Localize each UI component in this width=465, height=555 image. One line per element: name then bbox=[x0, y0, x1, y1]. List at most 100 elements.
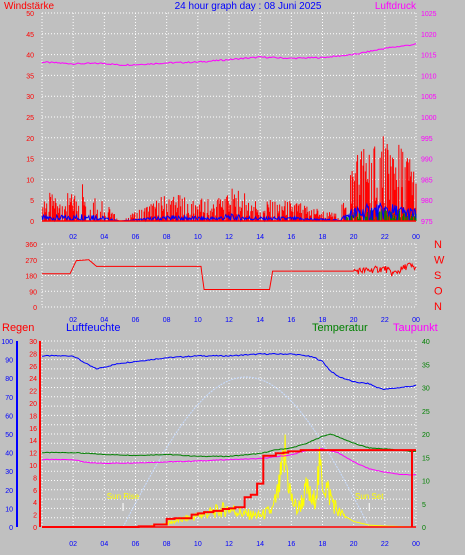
direction-degree-tick: 270 bbox=[25, 258, 37, 265]
pressure-tick: 975 bbox=[421, 219, 433, 226]
wind-tick: 20 bbox=[26, 136, 34, 143]
pressure-line bbox=[41, 43, 417, 67]
wind-tick: 30 bbox=[26, 94, 34, 101]
direction-degree-ticks: 0 90 180 270 360 bbox=[25, 242, 37, 312]
humidity-tick: 20 bbox=[5, 488, 13, 495]
time-tick: 22 bbox=[381, 317, 389, 324]
rain-tick: 26 bbox=[29, 364, 37, 371]
legend-rain: Regen bbox=[2, 322, 34, 334]
wind-pressure-series bbox=[41, 43, 417, 223]
temperature-tick: 20 bbox=[422, 432, 430, 439]
time-tick: 22 bbox=[381, 541, 389, 548]
pressure-tick: 1010 bbox=[421, 73, 437, 80]
temperature-tick: 15 bbox=[422, 455, 430, 462]
humidity-tick: 100 bbox=[1, 339, 13, 346]
rain-tick: 20 bbox=[29, 401, 37, 408]
time-tick: 04 bbox=[100, 317, 108, 324]
temperature-tick: 25 bbox=[422, 409, 430, 416]
time-tick: 16 bbox=[287, 541, 295, 548]
wind-direction-line bbox=[42, 259, 417, 290]
time-tick: 08 bbox=[163, 541, 171, 548]
pressure-axis-label: Luftdruck bbox=[375, 1, 417, 12]
time-tick: 06 bbox=[132, 317, 140, 324]
direction-degree-tick: 90 bbox=[29, 289, 37, 296]
direction-series bbox=[42, 259, 417, 290]
temperature-tick: 30 bbox=[422, 386, 430, 393]
time-tick: 18 bbox=[319, 541, 327, 548]
wind-tick: 45 bbox=[26, 32, 34, 39]
time-tick: 06 bbox=[132, 541, 140, 548]
sun-curve-line bbox=[122, 376, 370, 528]
rain-tick: 14 bbox=[29, 438, 37, 445]
time-tick: 16 bbox=[287, 317, 295, 324]
time-tick: 10 bbox=[194, 234, 202, 241]
time-tick: 02 bbox=[69, 541, 77, 548]
wind-axis-label: Windstärke bbox=[4, 1, 54, 12]
time-tick: 08 bbox=[163, 234, 171, 241]
time-tick: 20 bbox=[350, 234, 358, 241]
time-tick: 14 bbox=[256, 541, 264, 548]
wind-axis-ticks: 0 5 10 15 20 25 30 35 40 45 50 bbox=[26, 11, 34, 226]
pressure-tick: 1000 bbox=[421, 115, 437, 122]
time-tick: 08 bbox=[163, 317, 171, 324]
legend-temperature: Temperatur bbox=[312, 322, 368, 334]
rain-tick: 22 bbox=[29, 389, 37, 396]
time-axis-ticks: 02 04 06 08 10 12 14 16 18 20 22 00 bbox=[69, 234, 420, 241]
rain-tick: 28 bbox=[29, 351, 37, 358]
temperature-tick: 0 bbox=[422, 525, 426, 532]
time-tick: 00 bbox=[412, 317, 420, 324]
rain-tick: 4 bbox=[33, 500, 37, 507]
wind-tick: 25 bbox=[26, 115, 34, 122]
compass-ticks: N W S O N bbox=[434, 239, 445, 313]
pressure-tick: 985 bbox=[421, 177, 433, 184]
time-axis-ticks: 02 04 06 08 10 12 14 16 18 20 22 00 bbox=[69, 541, 420, 548]
temperature-tick: 40 bbox=[422, 339, 430, 346]
pressure-axis-ticks: 975 980 985 990 995 1000 1005 1010 1015 … bbox=[421, 11, 437, 226]
rain-tick: 6 bbox=[33, 488, 37, 495]
temperature-line bbox=[41, 433, 416, 458]
time-tick: 06 bbox=[132, 234, 140, 241]
time-tick: 02 bbox=[69, 317, 77, 324]
humidity-tick: 70 bbox=[5, 395, 13, 402]
time-tick: 12 bbox=[225, 317, 233, 324]
rain-line bbox=[42, 449, 416, 528]
humidity-tick: 60 bbox=[5, 413, 13, 420]
time-tick: 22 bbox=[381, 234, 389, 241]
time-tick: 12 bbox=[225, 234, 233, 241]
humidity-line bbox=[41, 352, 417, 391]
direction-degree-tick: 0 bbox=[33, 305, 37, 312]
humidity-tick: 30 bbox=[5, 469, 13, 476]
time-tick: 10 bbox=[194, 317, 202, 324]
pressure-tick: 1015 bbox=[421, 53, 437, 60]
pressure-tick: 990 bbox=[421, 157, 433, 164]
rain-tick: 24 bbox=[29, 376, 37, 383]
rain-tick: 18 bbox=[29, 413, 37, 420]
time-tick: 02 bbox=[69, 234, 77, 241]
time-tick: 18 bbox=[319, 317, 327, 324]
humidity-tick: 50 bbox=[5, 432, 13, 439]
time-tick: 00 bbox=[412, 234, 420, 241]
temperature-tick: 35 bbox=[422, 362, 430, 369]
wind-tick: 5 bbox=[30, 198, 34, 205]
humidity-tick: 0 bbox=[9, 525, 13, 532]
wind-tick: 40 bbox=[26, 53, 34, 60]
rain-tick: 10 bbox=[29, 463, 37, 470]
temperature-axis-ticks: 0 5 10 15 20 25 30 35 40 bbox=[422, 339, 430, 532]
time-tick: 10 bbox=[194, 541, 202, 548]
time-tick: 00 bbox=[412, 541, 420, 548]
direction-degree-tick: 360 bbox=[25, 242, 37, 249]
pressure-tick: 1025 bbox=[421, 11, 437, 18]
compass-tick: N bbox=[434, 239, 442, 251]
time-tick: 18 bbox=[319, 234, 327, 241]
time-tick: 12 bbox=[225, 541, 233, 548]
direction-degree-tick: 180 bbox=[25, 274, 37, 281]
time-tick: 04 bbox=[100, 541, 108, 548]
wind-tick: 10 bbox=[26, 177, 34, 184]
pressure-tick: 1020 bbox=[421, 32, 437, 39]
sunrise-label: Sun Rise bbox=[107, 492, 140, 501]
time-axis-ticks: 02 04 06 08 10 12 14 16 18 20 22 00 bbox=[69, 317, 420, 324]
temperature-tick: 5 bbox=[422, 502, 426, 509]
wind-tick: 0 bbox=[30, 219, 34, 226]
